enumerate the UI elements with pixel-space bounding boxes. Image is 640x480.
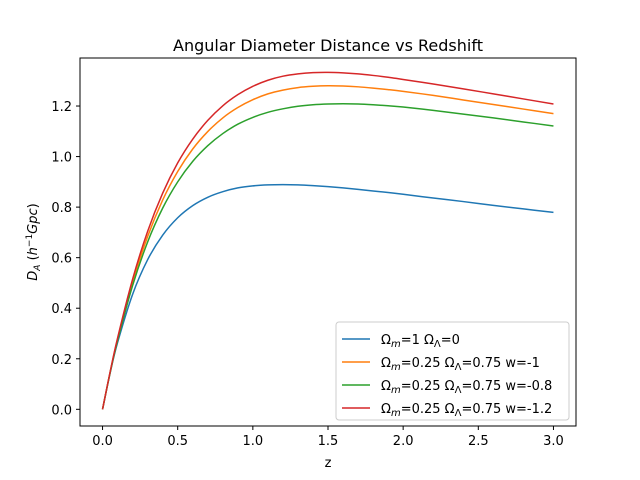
- y-axis-label: DA (h−1Gpc): [25, 203, 43, 281]
- x-tick-label: 1.0: [243, 434, 264, 449]
- legend-label-2: Ωm=0.25 ΩΛ=0.75 w=-1: [381, 356, 540, 373]
- chart-title: Angular Diameter Distance vs Redshift: [173, 36, 483, 55]
- y-tick-label: 1.0: [51, 151, 72, 166]
- series-line-3: [101, 102, 554, 410]
- legend: Ωm=1 ΩΛ=0 Ωm=0.25 ΩΛ=0.75 w=-1 Ωm=0.25 ΩΛ=…: [335, 321, 570, 421]
- y-tick-label: 0.4: [51, 302, 72, 317]
- y-tick-label: 0.2: [51, 353, 72, 368]
- legend-frame: [335, 321, 570, 421]
- series-line-2: [101, 85, 554, 410]
- legend-label-4: Ωm=0.25 ΩΛ=0.75 w=-1.2: [381, 402, 552, 419]
- x-tick-label: 0.5: [167, 434, 188, 449]
- y-axis-ticks: 0.0 0.2 0.4 0.6 0.8 1.0 1.2: [51, 100, 80, 418]
- y-tick-label: 1.2: [51, 100, 72, 115]
- y-tick-label: 0.0: [51, 403, 72, 418]
- plot-frame: [79, 57, 577, 427]
- x-axis-label: z: [325, 456, 332, 471]
- x-tick-label: 3.0: [543, 434, 564, 449]
- x-tick-label: 2.5: [468, 434, 489, 449]
- series-line-1: [101, 183, 554, 410]
- x-tick-label: 1.5: [318, 434, 339, 449]
- legend-label-1: Ωm=1 ΩΛ=0: [381, 333, 460, 350]
- x-tick-label: 0.0: [92, 434, 113, 449]
- series-line-4: [101, 71, 554, 410]
- y-tick-label: 0.6: [51, 252, 72, 267]
- x-axis-ticks: 0.0 0.5 1.0 1.5 2.0 2.5 3.0: [92, 426, 564, 449]
- legend-label-3: Ωm=0.25 ΩΛ=0.75 w=-0.8: [381, 379, 552, 396]
- series-layer: [101, 71, 554, 410]
- y-tick-label: 0.8: [51, 201, 72, 216]
- x-tick-label: 2.0: [393, 434, 414, 449]
